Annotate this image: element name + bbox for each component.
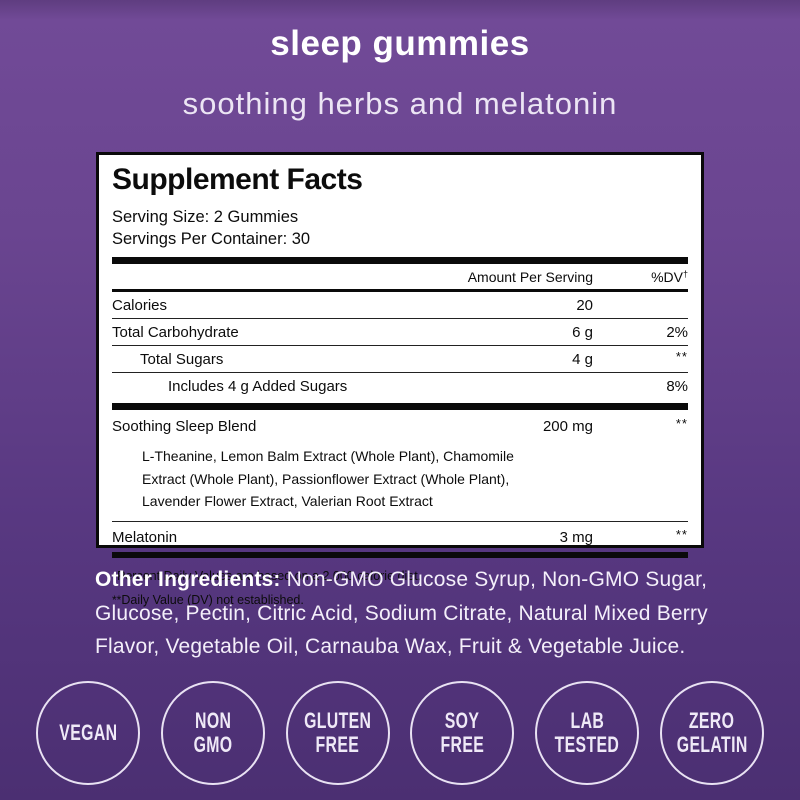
footnote-dv-not-established: **Daily Value (DV) not established. [112, 588, 688, 612]
dv-label: %DV [651, 269, 683, 285]
divider-thick [112, 257, 688, 264]
badge-label: ZERO [689, 708, 735, 733]
row-name: Total Sugars [140, 351, 224, 368]
badge-label: NON [194, 708, 231, 733]
row-dv: ** [675, 416, 688, 431]
badge-label: VEGAN [58, 720, 118, 745]
table-row: Includes 4 g Added Sugars 8% [112, 373, 688, 399]
row-dv: 2% [666, 324, 688, 341]
divider-hairline [112, 345, 688, 346]
footnote-daily-values: †Percent Daily Values are based on a 2,0… [112, 564, 688, 588]
badge-label: GLUTEN [303, 708, 372, 733]
column-header-dv: %DV† [593, 269, 688, 285]
table-row: Total Carbohydrate 6 g 2% [112, 319, 688, 345]
row-name: Melatonin [112, 528, 178, 546]
blend-ingredients-description: L-Theanine, Lemon Balm Extract (Whole Pl… [142, 448, 514, 509]
other-ingredients: Other Ingredients: Non-GMO Glucose Syrup… [95, 563, 715, 664]
badge-label: TESTED [554, 732, 620, 757]
badge-label: FREE [315, 732, 360, 757]
divider-hairline [112, 520, 688, 522]
badge-label: LAB [570, 708, 605, 733]
supplement-facts-panel: Supplement Facts Serving Size: 2 Gummies… [96, 152, 704, 607]
table-row: Calories 20 [112, 292, 688, 318]
row-dv: ** [675, 526, 688, 542]
badge-vegan: VEGAN [36, 681, 140, 785]
row-name: Soothing Sleep Blend [112, 418, 257, 435]
row-amount: 20 [576, 297, 593, 314]
footnote-text: Daily Value (DV) not established. [121, 592, 304, 607]
supplement-facts-title: Supplement Facts [112, 163, 363, 196]
row-amount: 200 mg [542, 418, 593, 435]
product-subtitle: soothing herbs and melatonin [182, 86, 618, 121]
badge-label: SOY [445, 708, 480, 733]
row-amount: 3 mg [559, 528, 593, 546]
badge-lab-tested: LAB TESTED [535, 681, 640, 785]
product-title: sleep gummies [270, 24, 530, 63]
asterisks-mark: ** [112, 592, 122, 607]
footnotes: †Percent Daily Values are based on a 2,0… [112, 558, 688, 612]
other-ingredients-text: Non-GMO Glucose Syrup, Non-GMO Sugar, Gl… [95, 568, 708, 658]
servings-per-container: Servings Per Container: 30 [112, 230, 311, 248]
divider-thick [112, 551, 688, 558]
row-dv: 8% [666, 378, 688, 395]
row-name: Calories [112, 297, 168, 314]
serving-size: Serving Size: 2 Gummies [112, 208, 299, 226]
table-row: Soothing Sleep Blend 200 mg ** [112, 410, 688, 439]
badge-row: VEGAN NON GMO GLUTEN FREE SOY FREE LAB T… [0, 681, 800, 785]
other-ingredients-label: Other Ingredients: [95, 568, 281, 591]
badge-label: GELATIN [676, 732, 748, 757]
divider-hairline [112, 372, 688, 373]
badge-zero-gelatin: ZERO GELATIN [659, 681, 764, 785]
table-row: Total Sugars 4 g ** [112, 346, 688, 372]
badge-label: FREE [440, 732, 485, 757]
divider-hairline [112, 318, 688, 319]
divider-thick [112, 403, 688, 410]
table-header-row: Amount Per Serving %DV† [112, 264, 688, 289]
table-row: Melatonin 3 mg ** [112, 522, 688, 550]
badge-label: GMO [193, 732, 233, 757]
badge-gluten-free: GLUTEN FREE [285, 681, 390, 785]
row-amount: 6 g [572, 324, 593, 341]
row-name: Includes 4 g Added Sugars [168, 378, 348, 395]
column-header-amount: Amount Per Serving [467, 269, 593, 285]
badge-soy-free: SOY FREE [410, 681, 515, 785]
dagger-mark: † [112, 570, 118, 581]
row-amount: 4 g [572, 351, 593, 368]
row-dv: ** [675, 349, 688, 364]
divider-medium [112, 289, 688, 292]
footnote-text: Percent Daily Values are based on a 2,00… [117, 568, 422, 583]
row-name: Total Carbohydrate [112, 324, 239, 341]
label-header: sleep gummies soothing herbs and melaton… [0, 0, 800, 122]
badge-non-gmo: NON GMO [160, 681, 265, 785]
dv-dagger-mark: † [682, 269, 688, 279]
